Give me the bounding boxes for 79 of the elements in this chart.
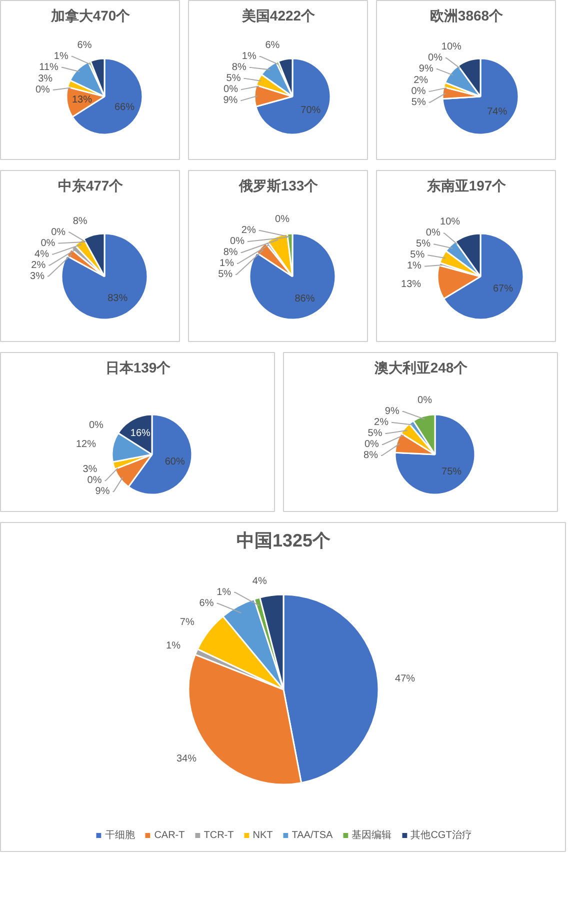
data-label: 4% xyxy=(34,248,50,260)
data-label: 8% xyxy=(223,247,238,258)
text: 0% xyxy=(411,86,426,97)
data-label: 3% xyxy=(82,464,98,476)
data-label: 3% xyxy=(30,270,45,282)
data-label: 5% xyxy=(368,428,382,439)
text: 0% xyxy=(418,395,432,406)
data-label: 2% xyxy=(414,74,428,86)
data-label: 3% xyxy=(38,73,53,84)
data-label: 70% xyxy=(300,104,321,116)
data-label: 2% xyxy=(374,417,389,428)
data-label: 6% xyxy=(77,40,92,51)
chart-title: 中东477个 xyxy=(58,178,124,194)
data-label: 9% xyxy=(223,94,238,106)
data-label: 6% xyxy=(199,598,214,609)
chart-title: 日本139个 xyxy=(105,360,172,376)
text: 0% xyxy=(35,84,50,96)
data-label: 9% xyxy=(418,64,434,75)
data-label: 83% xyxy=(108,293,128,304)
data-label: 5% xyxy=(416,238,431,250)
text: 0% xyxy=(275,214,290,225)
data-label: 5% xyxy=(410,250,425,261)
data-label: 16% xyxy=(130,428,151,439)
data-label: 1% xyxy=(406,260,422,272)
text: 0% xyxy=(426,228,440,239)
text: 0% xyxy=(88,420,104,432)
data-label: 7% xyxy=(180,617,194,628)
data-label: 5% xyxy=(226,72,241,84)
data-label: 2% xyxy=(241,225,256,236)
data-label: 4% xyxy=(252,576,267,587)
legend-label: 其他CGT治疗 xyxy=(410,828,472,842)
data-label: 1% xyxy=(54,50,68,62)
data-label: 2% xyxy=(31,260,46,271)
chart-title: 美国4222个 xyxy=(240,8,316,24)
data-label: 47% xyxy=(395,674,416,685)
text: 0% xyxy=(230,236,245,247)
text: 0% xyxy=(224,84,238,95)
text: 0% xyxy=(40,238,56,249)
data-label: 75% xyxy=(442,466,462,478)
data-label: 8% xyxy=(364,450,378,461)
chart-title: 加拿大470个 xyxy=(50,8,132,24)
data-label: 5% xyxy=(411,96,426,108)
text: 0% xyxy=(428,52,442,64)
chart-title: 东南亚197个 xyxy=(426,178,508,194)
data-label: 60% xyxy=(164,456,185,468)
legend-label: 干细胞 xyxy=(105,829,136,842)
data-label: 9% xyxy=(384,406,400,417)
data-label: 13% xyxy=(401,278,422,290)
data-label: 86% xyxy=(294,294,315,305)
data-label: 1% xyxy=(220,258,234,269)
data-label: 13% xyxy=(72,94,92,106)
data-label: 12% xyxy=(76,438,96,450)
legend-label: TAA/TSA xyxy=(292,830,333,840)
chart-title: 澳大利亚248个 xyxy=(373,360,469,376)
data-label: 1% xyxy=(166,640,181,652)
legend-label: CAR-T xyxy=(154,830,185,840)
data-label: 67% xyxy=(492,284,514,295)
data-label: 5% xyxy=(218,269,233,280)
text: 0% xyxy=(51,226,66,238)
data-label: 8% xyxy=(232,62,246,73)
data-label: 6% xyxy=(265,40,280,51)
chart-title: 欧洲3868个 xyxy=(430,8,504,24)
legend-label: NKT xyxy=(252,830,273,840)
text: 0% xyxy=(364,439,379,450)
data-label: 1% xyxy=(242,50,256,62)
data-label: 1% xyxy=(216,586,232,598)
chart-title: 俄罗斯133个 xyxy=(238,178,320,194)
data-label: 10% xyxy=(440,216,460,228)
data-label: 8% xyxy=(72,216,88,227)
data-label: 74% xyxy=(487,106,508,118)
data-label: 11% xyxy=(39,62,58,73)
legend-label: 基因编辑 xyxy=(352,828,392,842)
chart-title: 中国1325个 xyxy=(236,530,332,550)
data-label: 34% xyxy=(176,753,197,764)
legend-label: TCR-T xyxy=(204,830,234,840)
data-label: 66% xyxy=(114,102,135,113)
data-label: 10% xyxy=(441,42,462,53)
text: 0% xyxy=(87,475,102,486)
data-label: 9% xyxy=(95,486,110,498)
